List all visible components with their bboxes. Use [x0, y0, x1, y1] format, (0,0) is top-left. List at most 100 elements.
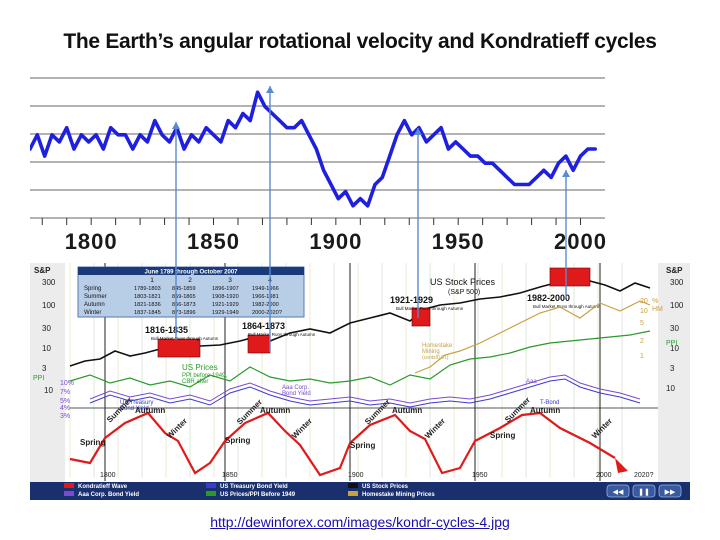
bottom-x-label: 1800	[100, 472, 116, 479]
nav-rewind-button	[606, 484, 630, 498]
legend-label: Homestake Mining Prices	[362, 492, 435, 498]
peak-fill-3	[411, 307, 431, 327]
peak-fill-1	[157, 338, 201, 358]
series-annotation: Bond Yield	[282, 391, 311, 397]
left-tick-label: 3	[42, 364, 47, 373]
season-label: Autumn	[135, 406, 165, 415]
season-label: Autumn	[530, 406, 560, 415]
left-axis-panel	[30, 263, 65, 483]
kondratieff-wave-line	[69, 411, 616, 477]
yield-tick-label: 7%	[60, 389, 70, 396]
cycle-table-col-header: 1	[150, 277, 154, 284]
right-tick-label: 100	[670, 301, 684, 310]
right-axis-label: S&P	[666, 266, 683, 275]
peak-label: 1921-1929	[390, 295, 433, 305]
legend-bar	[30, 482, 690, 500]
cycle-table-cell: 1982-2000	[252, 302, 279, 308]
bottom-x-label: 2000	[596, 472, 612, 479]
velocity-series-line	[30, 90, 597, 208]
legend-swatch	[348, 483, 358, 488]
season-label: Spring	[350, 441, 375, 450]
legend-swatch	[64, 491, 74, 496]
us-prices-line	[69, 330, 651, 388]
yield-tick-label: 5%	[60, 398, 70, 405]
left-axis-label: S&P	[34, 266, 51, 275]
cycle-table-cell: 1789-1803	[134, 286, 161, 292]
cycle-table-col-header: 2	[188, 277, 192, 284]
right-extra-label: PPI	[666, 340, 677, 347]
series-annotation: Aaa	[526, 379, 537, 385]
series-annotation: CBR after	[182, 379, 208, 385]
cycle-table-cell: 1896-1907	[212, 286, 239, 292]
right-extra-label: 2	[640, 338, 644, 345]
nav-forward-icon: ▶▶	[665, 489, 676, 496]
bottom-x-label: 1850	[222, 472, 238, 479]
cycle-table-col-header: 4	[268, 277, 272, 284]
kondratieff-cycles-chart: S&P30010030103PPI1010%7%5%4%3%S&P3001003…	[30, 263, 690, 500]
ppi-label-left: PPI	[33, 375, 44, 382]
aaa-yield-line	[89, 374, 641, 404]
nav-forward-button	[658, 484, 682, 498]
source-link[interactable]: http://dewinforex.com/images/kondr-cycle…	[210, 514, 510, 530]
cycle-table-season: Summer	[84, 294, 107, 300]
bottom-x-label: 1950	[472, 472, 488, 479]
legend-swatch	[206, 491, 216, 496]
kwave-arrow-head	[615, 458, 628, 473]
right-extra-label: %	[652, 298, 658, 305]
legend-swatch	[64, 483, 74, 488]
cycle-table-cell: 845-1859	[172, 286, 196, 292]
cycle-table-cell: 1966-1981	[252, 294, 279, 300]
stock-prices-title: US Stock Prices	[430, 277, 496, 287]
nav-rewind-icon: ◀◀	[613, 489, 624, 496]
cycle-table-cell: 2000-2020?	[252, 310, 282, 316]
homestake-line	[414, 300, 651, 374]
peak-note: Bull Market Runs through Autumn	[151, 336, 219, 341]
nav-pause-button	[632, 484, 656, 498]
season-label: Autumn	[392, 406, 422, 415]
left-tick-label: 100	[42, 301, 56, 310]
season-label: Autumn	[260, 406, 290, 415]
yield-tick-label: 4%	[60, 405, 70, 412]
cycle-table-cell: 1821-1836	[134, 302, 161, 308]
series-annotation: Homestake	[422, 343, 453, 349]
treasury-yield-line	[89, 378, 641, 408]
legend-label: Kondratieff Wave	[78, 484, 128, 490]
cycle-table-cell: 1837-1845	[134, 310, 161, 316]
series-annotation: Mining	[422, 349, 440, 355]
series-annotation: PPI before 1949,	[182, 373, 227, 379]
series-annotation: Aaa Corp.	[282, 385, 309, 391]
legend-label: US Stock Prices	[362, 484, 409, 490]
legend-label: US Treasury Bond Yield	[220, 484, 288, 490]
slide-title: The Earth’s angular rotational velocity …	[63, 30, 657, 53]
legend-label: Aaa Corp. Bond Yield	[78, 492, 139, 498]
right-axis-panel	[658, 263, 690, 483]
right-tick-label: 30	[670, 324, 679, 333]
right-extra-label: 1	[640, 353, 644, 360]
right-tick-label: 300	[670, 278, 684, 287]
peak-label: 1982-2000	[527, 293, 570, 303]
cycle-table	[77, 266, 305, 318]
season-label: Spring	[225, 436, 250, 445]
x-tick-label: 1850	[187, 229, 240, 254]
right-tick-label: 10	[670, 344, 679, 353]
cycle-table-cell: 873-1896	[172, 310, 196, 316]
series-annotation: US Prices	[182, 363, 218, 372]
cycle-table-cell: 859-1865	[172, 294, 196, 300]
right-extra-label: 10	[640, 308, 648, 315]
cycle-table-header: June 1789 through October 2007	[144, 270, 238, 276]
x-tick-label: 1800	[65, 229, 118, 254]
peak-note: Bull Market Runs through Autumn	[533, 304, 601, 309]
left-tick-label: 300	[42, 278, 56, 287]
cycle-table-cell: 1921-1929	[212, 302, 239, 308]
series-annotation: (cents/0.01)	[422, 355, 449, 361]
series-annotation: Bond Yield	[120, 406, 149, 412]
legend-swatch	[348, 491, 358, 496]
x-tick-label: 2000	[554, 229, 607, 254]
season-label: Spring	[80, 438, 105, 447]
peak-label: 1864-1873	[242, 321, 285, 331]
x-tick-label: 1900	[309, 229, 362, 254]
series-annotation: T-Bond	[540, 400, 559, 406]
x-tick-label: 1950	[432, 229, 485, 254]
legend-swatch	[206, 483, 216, 488]
peak-label: 1816-1835	[145, 325, 188, 335]
